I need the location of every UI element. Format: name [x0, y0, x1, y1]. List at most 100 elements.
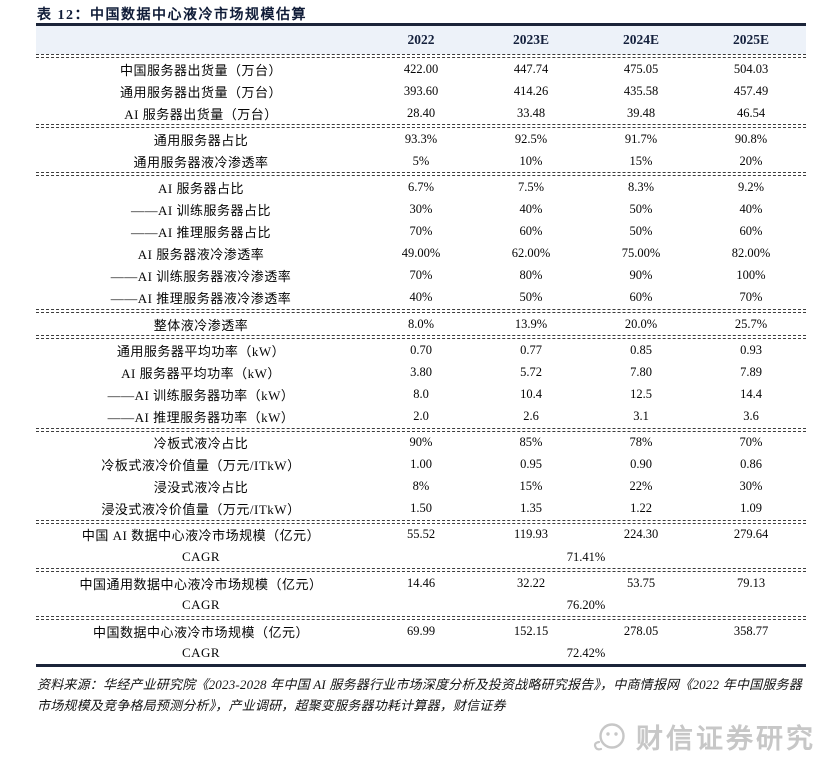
cell-value: 1.50	[410, 501, 432, 516]
cell-value: 82.00%	[731, 246, 771, 261]
table-row: ——AI 训练服务器占比 30% 40% 50% 40%	[36, 199, 806, 221]
cell-value: 50%	[519, 290, 543, 305]
cell-value: 55.52	[406, 527, 436, 542]
cell-value: 20.0%	[624, 316, 658, 331]
cell-value: 90.8%	[734, 131, 768, 146]
row-label: AI 服务器出货量（万台）	[124, 106, 278, 122]
table-row: 通用服务器液冷渗透率 5% 10% 15% 20%	[36, 150, 806, 172]
cell-value: 1.22	[630, 501, 652, 516]
section-divider	[36, 568, 806, 573]
watermark-text: 财信证券研究	[636, 724, 816, 754]
cell-value: 70%	[409, 224, 433, 239]
cell-value: 50%	[629, 202, 653, 217]
row-label: 冷板式液冷占比	[153, 436, 249, 452]
cell-value: 15%	[519, 479, 543, 494]
cell-value: 0.70	[410, 342, 432, 357]
cell-value: 12.5	[630, 386, 652, 401]
cell-value: 8.0	[413, 386, 429, 401]
table-row: 中国服务器出货量（万台） 422.00 447.74 475.05 504.03	[36, 58, 806, 80]
cell-value: 79.13	[736, 575, 766, 590]
cell-value: 1.00	[410, 457, 432, 472]
row-label: ——AI 训练服务器占比	[131, 203, 271, 219]
cell-value: 80%	[519, 268, 543, 283]
row-label: ——AI 训练服务器液冷渗透率	[110, 269, 292, 285]
table-row: ——AI 训练服务器液冷渗透率 70% 80% 90% 100%	[36, 265, 806, 287]
cell-value: 1.35	[520, 501, 542, 516]
header-year-cell: 2022	[407, 32, 435, 47]
table-row: AI 服务器出货量（万台） 28.40 33.48 39.48 46.54	[36, 102, 806, 124]
row-label: ——AI 推理服务器占比	[131, 225, 271, 241]
row-label: ——AI 推理服务器液冷渗透率	[110, 291, 292, 307]
table-row: 通用服务器出货量（万台） 393.60 414.26 435.58 457.49	[36, 80, 806, 102]
cell-value: 60%	[519, 224, 543, 239]
cell-value: 8.0%	[407, 316, 435, 331]
cell-value: 53.75	[626, 575, 656, 590]
cell-value: 8%	[412, 479, 430, 494]
cell-value: 85%	[519, 435, 543, 450]
section-divider	[36, 309, 806, 314]
row-label: 中国通用数据中心液冷市场规模（亿元）	[79, 576, 323, 592]
cell-value: 90%	[629, 268, 653, 283]
cell-value: 5.72	[520, 364, 542, 379]
cell-value: 3.6	[743, 408, 759, 423]
cell-value: 93.3%	[404, 131, 438, 146]
row-label: ——AI 推理服务器功率（kW）	[107, 409, 295, 425]
cell-value: 75.00%	[621, 246, 661, 261]
cell-value: 46.54	[736, 105, 766, 120]
cell-value: 91.7%	[624, 131, 658, 146]
cell-value: 30%	[739, 479, 763, 494]
cell-value: 69.99	[406, 623, 436, 638]
cell-value: 475.05	[623, 61, 659, 76]
header-year-cell: 2025E	[732, 32, 769, 47]
cell-value: 2.6	[523, 408, 539, 423]
cell-value: 70%	[409, 268, 433, 283]
cell-value: 70%	[739, 435, 763, 450]
row-label: ——AI 训练服务器功率（kW）	[107, 387, 295, 403]
table-title: 表 12：中国数据中心液冷市场规模估算	[37, 8, 307, 23]
row-label: CAGR	[181, 549, 221, 565]
cell-value: 0.95	[520, 457, 542, 472]
cell-value: 435.58	[623, 83, 659, 98]
cell-value: 20%	[739, 153, 763, 168]
table-row: 浸没式液冷价值量（万元/ITkW） 1.50 1.35 1.22 1.09	[36, 498, 806, 520]
cell-value: 2.0	[413, 408, 429, 423]
cell-value: 9.2%	[737, 180, 765, 195]
cell-value: 60%	[739, 224, 763, 239]
row-label: 浸没式液冷价值量（万元/ITkW）	[101, 502, 301, 518]
cagr-row: CAGR 71.41%	[36, 546, 806, 568]
header-year-cell: 2024E	[622, 32, 659, 47]
table-row: 中国通用数据中心液冷市场规模（亿元） 14.46 32.22 53.75 79.13	[36, 572, 806, 594]
cell-value: 1.09	[740, 501, 762, 516]
cell-value: 504.03	[733, 61, 769, 76]
cell-value: 39.48	[626, 105, 656, 120]
table-header-row: 2022 2023E 2024E 2025E	[36, 26, 806, 54]
cell-value: 70%	[739, 290, 763, 305]
cell-value: 14.4	[740, 386, 762, 401]
cagr-row: CAGR 72.42%	[36, 642, 806, 664]
row-label: 通用服务器液冷渗透率	[133, 154, 269, 170]
cell-value: 78%	[629, 435, 653, 450]
cell-value: 33.48	[516, 105, 546, 120]
cell-value: 10.4	[520, 386, 542, 401]
row-label: CAGR	[181, 645, 221, 661]
cell-value: 393.60	[403, 83, 439, 98]
cagr-value: 72.42%	[566, 645, 606, 660]
cell-value: 0.93	[740, 342, 762, 357]
cell-value: 49.00%	[401, 246, 441, 261]
cell-value: 0.85	[630, 342, 652, 357]
cell-value: 22%	[629, 479, 653, 494]
cell-value: 3.80	[410, 364, 432, 379]
table-row: AI 服务器平均功率（kW） 3.80 5.72 7.80 7.89	[36, 361, 806, 383]
market-size-table: 2022 2023E 2024E 2025E 中国服务器出货量（万台） 422.00 44…	[36, 23, 806, 668]
cell-value: 40%	[409, 290, 433, 305]
cell-value: 152.15	[513, 623, 549, 638]
cell-value: 457.49	[733, 83, 769, 98]
cell-value: 50%	[629, 224, 653, 239]
cell-value: 279.64	[733, 527, 769, 542]
cell-value: 7.5%	[517, 180, 545, 195]
section-divider	[36, 519, 806, 524]
row-label: 冷板式液冷价值量（万元/ITkW）	[101, 458, 301, 474]
row-label: 通用服务器出货量（万台）	[119, 84, 282, 100]
table-row: ——AI 推理服务器液冷渗透率 40% 50% 60% 70%	[36, 287, 806, 309]
row-label: CAGR	[181, 597, 221, 613]
